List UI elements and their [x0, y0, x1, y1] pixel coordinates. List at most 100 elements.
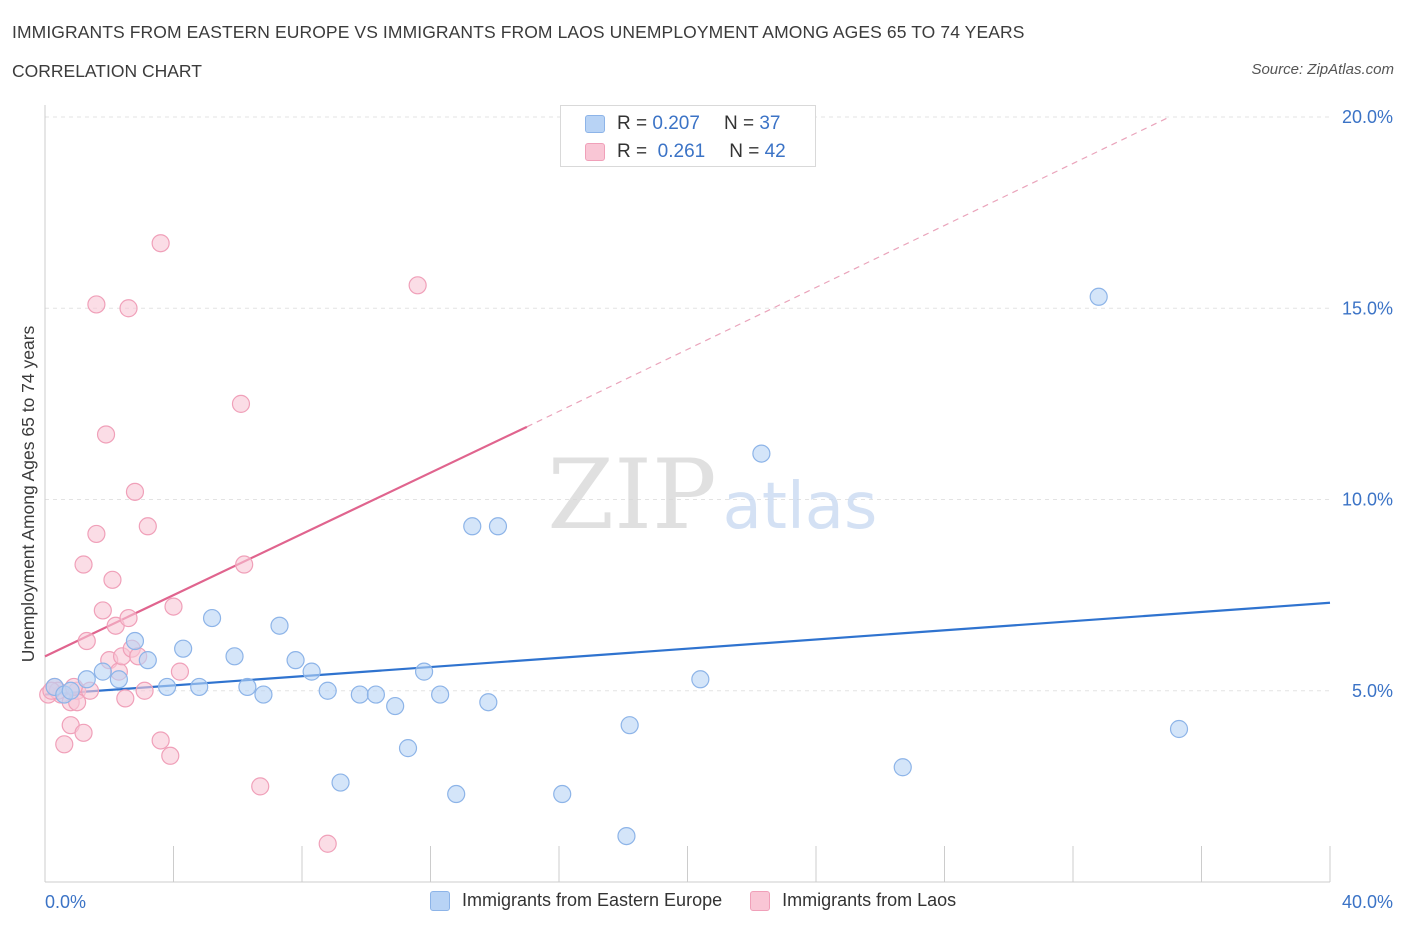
point-laos — [77, 631, 96, 651]
point-laos — [408, 276, 427, 295]
point-eastern-europe — [488, 517, 508, 536]
point-laos — [235, 555, 254, 574]
point-laos — [135, 681, 154, 700]
point-eastern-europe — [270, 616, 289, 635]
point-laos — [74, 723, 93, 742]
r-label: R = — [617, 113, 648, 134]
point-eastern-europe — [398, 739, 418, 758]
legend-row-laos: R = 0.261 N = 42 — [585, 140, 786, 164]
y-tick-label: 5.0% — [1352, 681, 1393, 701]
point-eastern-europe — [331, 773, 350, 792]
point-eastern-europe — [431, 685, 450, 704]
legend-swatch-blue — [430, 890, 450, 911]
legend-item-laos: Immigrants from Laos — [750, 890, 956, 911]
axes — [44, 105, 1331, 883]
point-eastern-europe — [61, 681, 80, 700]
y-axis-label: Unemployment Among Ages 65 to 74 years — [18, 325, 38, 662]
point-laos — [164, 597, 183, 616]
point-laos — [119, 299, 138, 318]
point-laos — [103, 570, 122, 589]
point-eastern-europe — [238, 677, 257, 697]
series-legend: Immigrants from Eastern Europe Immigrant… — [430, 890, 984, 911]
x-tick-label-min: 0.0% — [45, 892, 86, 912]
point-laos — [96, 425, 116, 444]
legend-row-eastern-europe: R = 0.207 N = 37 — [585, 112, 780, 136]
point-eastern-europe — [447, 784, 466, 804]
point-laos — [116, 689, 135, 708]
r-value: 0.207 — [652, 113, 700, 134]
tick-labels: 5.0% 10.0% 15.0% 20.0% 0.0% 40.0% — [45, 107, 1393, 912]
n-label: N = — [723, 113, 755, 134]
point-eastern-europe — [174, 639, 193, 658]
legend-label-laos: Immigrants from Laos — [782, 890, 957, 910]
watermark-zip: ZIP — [547, 439, 716, 551]
point-laos — [125, 482, 145, 501]
point-eastern-europe — [691, 670, 710, 689]
point-eastern-europe — [752, 444, 771, 463]
chart-source: Source: ZipAtlas.com — [1251, 61, 1394, 78]
y-tick-label: 10.0% — [1342, 490, 1393, 510]
point-laos — [55, 735, 74, 754]
point-eastern-europe — [190, 677, 209, 697]
point-eastern-europe — [93, 662, 112, 681]
point-eastern-europe — [463, 517, 482, 536]
legend-swatch-blue — [585, 115, 605, 133]
point-eastern-europe — [553, 784, 572, 804]
point-eastern-europe — [1089, 287, 1108, 306]
y-tick-label: 20.0% — [1342, 107, 1393, 127]
point-eastern-europe — [157, 677, 177, 697]
point-laos — [161, 746, 180, 765]
point-eastern-europe — [109, 670, 128, 689]
point-eastern-europe — [366, 685, 385, 704]
r-value: 0.261 — [657, 141, 706, 162]
point-laos — [119, 608, 138, 628]
point-laos — [87, 295, 106, 314]
point-eastern-europe — [893, 758, 912, 777]
point-eastern-europe — [138, 651, 157, 670]
point-eastern-europe — [125, 631, 145, 651]
point-eastern-europe — [386, 696, 405, 716]
trend-line-laos-extension — [526, 116, 1170, 428]
legend-swatch-pink — [585, 143, 605, 161]
point-laos — [87, 524, 106, 544]
legend-swatch-pink — [750, 890, 771, 911]
correlation-legend: R = 0.207 N = 37 R = 0.261 N = 42 — [560, 105, 816, 167]
point-eastern-europe — [1169, 719, 1189, 739]
point-laos — [138, 517, 157, 536]
point-laos — [318, 834, 337, 853]
point-eastern-europe — [254, 685, 273, 704]
point-eastern-europe — [225, 647, 244, 666]
point-laos — [231, 394, 251, 413]
point-eastern-europe — [302, 662, 321, 681]
watermark-atlas: atlas — [723, 470, 878, 544]
point-eastern-europe — [479, 693, 498, 712]
legend-item-eastern-europe: Immigrants from Eastern Europe — [430, 890, 722, 911]
r-label: R = — [617, 141, 648, 162]
chart-subtitle: CORRELATION CHART — [12, 61, 202, 81]
point-eastern-europe — [286, 651, 305, 670]
x-tick-label-max: 40.0% — [1342, 892, 1393, 912]
n-label: N = — [729, 141, 760, 162]
n-value: 37 — [759, 113, 781, 134]
n-value: 42 — [764, 141, 786, 162]
point-eastern-europe — [620, 716, 639, 735]
point-eastern-europe — [318, 681, 337, 700]
point-eastern-europe — [414, 662, 434, 681]
y-tick-label: 15.0% — [1342, 298, 1393, 318]
point-eastern-europe — [77, 670, 96, 689]
legend-label-eastern-europe: Immigrants from Eastern Europe — [462, 890, 723, 910]
point-laos — [170, 662, 190, 681]
chart-title: IMMIGRANTS FROM EASTERN EUROPE VS IMMIGR… — [12, 22, 1025, 42]
point-eastern-europe — [350, 685, 369, 704]
point-laos — [151, 731, 170, 750]
point-eastern-europe — [617, 826, 636, 846]
point-laos — [93, 601, 112, 620]
point-eastern-europe — [202, 608, 222, 628]
point-laos — [74, 555, 93, 574]
point-laos — [251, 777, 270, 796]
trend-line-eastern-europe — [44, 601, 1331, 696]
data-points — [39, 234, 1189, 853]
point-laos — [151, 234, 170, 253]
watermark: ZIP atlas — [547, 439, 877, 551]
